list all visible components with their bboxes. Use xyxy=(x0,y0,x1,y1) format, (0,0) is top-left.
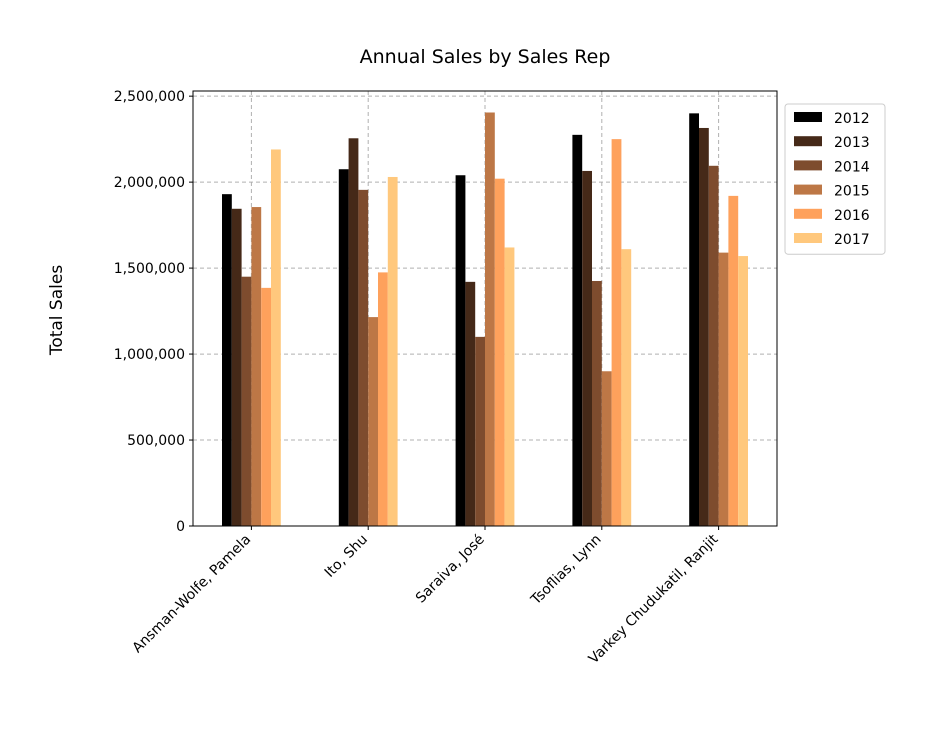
y-axis-label: Total Sales xyxy=(47,265,67,356)
legend-swatch xyxy=(794,112,822,122)
bar xyxy=(368,317,378,526)
y-tick-label: 2,500,000 xyxy=(114,89,185,105)
y-tick-label: 1,000,000 xyxy=(114,347,185,363)
bar xyxy=(592,280,602,526)
legend-label: 2017 xyxy=(834,232,870,248)
bar xyxy=(358,189,369,526)
bar xyxy=(475,336,485,526)
legend-swatch xyxy=(794,136,822,147)
bar xyxy=(728,195,739,527)
y-tick-label: 0 xyxy=(176,519,185,535)
bar xyxy=(494,178,505,526)
bars xyxy=(222,112,748,527)
y-tick-label: 2,000,000 xyxy=(114,175,185,191)
x-tick-label: Ito, Shu xyxy=(322,532,371,581)
y-axis: 0 500,000 1,000,000 1,500,000 2,000,000 2,500… xyxy=(114,89,193,535)
x-axis: Ansman-Wolfe, Pamela Ito, Shu Saraiva, Jos… xyxy=(130,526,722,667)
bar xyxy=(241,276,252,526)
bar xyxy=(455,175,466,526)
legend-label: 2013 xyxy=(834,135,870,151)
legend-swatch xyxy=(794,184,822,195)
bar xyxy=(387,176,398,526)
bar xyxy=(718,252,729,527)
bar xyxy=(708,165,719,527)
bar xyxy=(621,249,632,526)
bar xyxy=(378,272,388,526)
bar xyxy=(572,134,583,526)
bar xyxy=(251,207,262,526)
bar xyxy=(504,247,515,526)
legend-label: 2015 xyxy=(834,184,870,200)
legend: 2012 2013 2014 2015 2016 2017 xyxy=(784,103,886,255)
bar xyxy=(271,149,281,526)
x-tick-label: Tsoflias, Lynn xyxy=(527,532,604,609)
bar xyxy=(465,281,476,526)
bar xyxy=(601,371,612,526)
bar xyxy=(261,287,271,526)
chart-title: Annual Sales by Sales Rep xyxy=(360,46,611,68)
legend-swatch xyxy=(794,233,822,243)
bar xyxy=(582,170,592,526)
legend-label: 2014 xyxy=(834,159,870,175)
bar xyxy=(348,138,359,527)
x-tick-label: Saraiva, José xyxy=(413,532,488,607)
bar xyxy=(485,112,495,526)
x-tick-label: Ansman-Wolfe, Pamela xyxy=(130,532,255,657)
y-tick-label: 500,000 xyxy=(127,433,185,449)
bar xyxy=(738,256,748,526)
bar xyxy=(689,113,699,526)
bar xyxy=(611,139,622,527)
legend-label: 2012 xyxy=(834,111,870,127)
bar xyxy=(338,169,349,526)
x-tick-label: Varkey Chudukatil, Ranjit xyxy=(586,531,722,667)
legend-swatch xyxy=(794,160,822,171)
bar xyxy=(231,208,242,526)
y-tick-label: 1,500,000 xyxy=(114,261,185,277)
bar xyxy=(222,194,232,526)
legend-swatch xyxy=(794,208,822,219)
legend-label: 2016 xyxy=(834,208,870,224)
bar xyxy=(699,127,709,526)
